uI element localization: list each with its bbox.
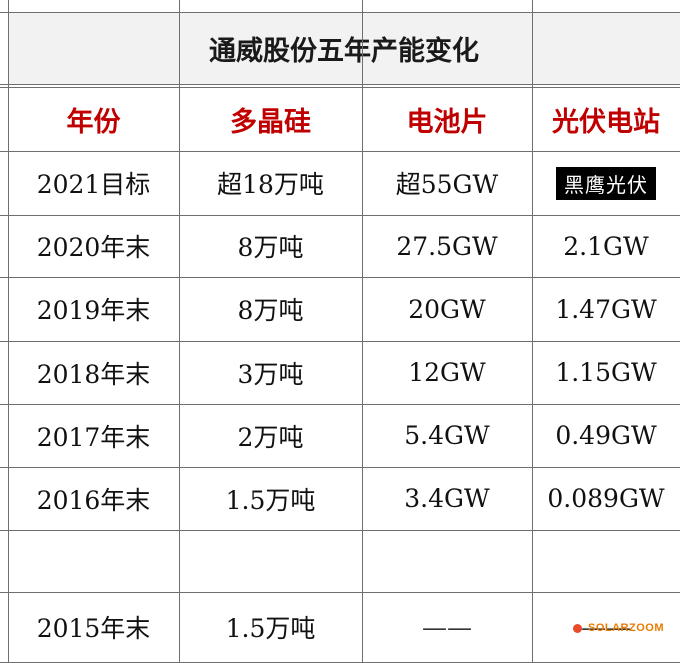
cell-polysilicon: 8万吨: [179, 277, 362, 341]
cell-value: 8万吨: [237, 296, 304, 325]
watermark-text: SOLARZOOM: [588, 622, 664, 634]
cell-value: 20GW: [408, 294, 486, 324]
grid-hline: [0, 12, 680, 13]
cell-year: 2015年末: [8, 592, 179, 662]
cell-polysilicon: 超18万吨: [179, 151, 362, 215]
cell-cell: 超55GW: [362, 151, 532, 215]
header-cell: 电池片: [406, 106, 488, 138]
cell-value: 3万吨: [237, 359, 304, 389]
cell-cell: 3.4GW: [362, 467, 532, 530]
cell-value: ——: [581, 612, 631, 642]
header-pv-station: 光伏电站: [552, 106, 660, 138]
cell-pv-station: ——: [532, 592, 680, 662]
grid-hline: [0, 341, 680, 342]
cell-value: 2.1GW: [563, 231, 649, 261]
cell-value: 1.47GW: [555, 294, 657, 324]
cell-pv-station: 2.1GW: [532, 215, 680, 277]
grid-hline: [0, 84, 680, 85]
cell-year: 2021目标: [8, 151, 179, 215]
cell-cell: ——: [362, 592, 532, 662]
cell-cell: 20GW: [362, 277, 532, 341]
cell-value: ——: [422, 612, 472, 642]
table-title: 通威股份五年产能变化: [8, 12, 680, 84]
cell-year: 2019年末: [8, 277, 179, 341]
grid-vline: [8, 0, 9, 662]
cell-pv-station: 黑鹰光伏: [532, 151, 680, 215]
cell-value: 2万吨: [237, 422, 304, 452]
cell-value: 2021目标: [36, 170, 151, 199]
cell-polysilicon: 3万吨: [179, 341, 362, 404]
cell-value: 8万吨: [237, 233, 304, 262]
grid-hline: [0, 151, 680, 152]
cell-value: 3.4GW: [404, 484, 490, 513]
cell-pv-station: [532, 530, 680, 592]
cell-pv-station: 0.49GW: [532, 404, 680, 467]
cell-polysilicon: 1.5万吨: [179, 467, 362, 530]
grid-hline: [0, 404, 680, 405]
cell-year: 2016年末: [8, 467, 179, 530]
cell-pv-station: 1.47GW: [532, 277, 680, 341]
cell-polysilicon: 1.5万吨: [179, 592, 362, 662]
cell-value: 2020年末: [36, 233, 151, 262]
cell-year: 2018年末: [8, 341, 179, 404]
cell-value: 1.15GW: [555, 358, 657, 387]
grid-vline: [362, 0, 363, 662]
cell-cell: 27.5GW: [362, 215, 532, 277]
cell-value: 1.5万吨: [225, 614, 316, 643]
cell-pv-station: 1.15GW: [532, 341, 680, 404]
cell-cell: [362, 530, 532, 592]
cell-value: 2017年末: [36, 422, 151, 452]
cell-value: 2018年末: [36, 359, 151, 389]
grid-hline: [0, 215, 680, 216]
cell-polysilicon: 2万吨: [179, 404, 362, 467]
cell-value: 5.4GW: [404, 421, 490, 450]
cell-value: 0.089GW: [547, 484, 665, 513]
cell-value: 2019年末: [36, 296, 151, 325]
brand-stamp-label: 黑鹰光伏: [556, 166, 656, 200]
header-polysilicon: 多晶硅: [230, 106, 311, 138]
cell-value: 12GW: [408, 358, 486, 387]
grid-vline: [179, 0, 180, 662]
cell-year: [8, 530, 179, 592]
grid-vline: [532, 0, 533, 662]
grid-hline: [0, 467, 680, 468]
cell-year: 2017年末: [8, 404, 179, 467]
cell-pv-station: 0.089GW: [532, 467, 680, 530]
grid-hline: [0, 87, 680, 88]
cell-value: 超18万吨: [217, 170, 324, 199]
cell-value: 超55GW: [395, 170, 499, 199]
cell-value: 27.5GW: [396, 231, 498, 261]
header-year: 年份: [66, 106, 121, 138]
grid-hline: [0, 530, 680, 531]
grid-hline: [0, 277, 680, 278]
cell-value: 0.49GW: [555, 421, 657, 450]
cell-cell: 5.4GW: [362, 404, 532, 467]
cell-value: 2016年末: [36, 485, 151, 515]
cell-cell: 12GW: [362, 341, 532, 404]
cell-value: 1.5万吨: [225, 485, 316, 515]
cell-year: 2020年末: [8, 215, 179, 277]
grid-hline: [0, 592, 680, 593]
watermark-logo-icon: [573, 624, 582, 633]
cell-value: 2015年末: [36, 614, 151, 643]
cell-polysilicon: [179, 530, 362, 592]
cell-polysilicon: 8万吨: [179, 215, 362, 277]
